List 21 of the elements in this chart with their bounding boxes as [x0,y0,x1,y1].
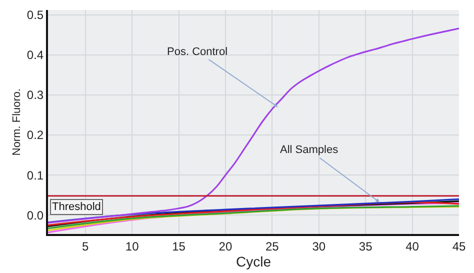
x-tick-label: 45 [452,239,466,254]
x-tick-label: 30 [312,239,326,254]
y-axis-title: Norm. Fluoro. [11,88,24,156]
x-tick-label: 15 [172,239,186,254]
y-tick-label: 0.1 [26,168,44,182]
x-tick-label: 35 [358,239,373,254]
y-tick-label: 0.0 [26,208,44,222]
annotation: Pos. Control [167,46,228,58]
annotation: All Samples [280,144,339,156]
y-tick-label: 0.3 [26,88,44,102]
line-series [48,28,459,224]
y-tick-label: 0.4 [26,48,44,62]
x-tick-label: 40 [406,239,420,254]
y-tick-label: 0.5 [26,8,44,22]
y-tick-label: 0.2 [26,128,44,142]
ref-line-label: Threshold [52,201,101,213]
x-tick-label: 5 [82,239,90,254]
x-tick-label: 20 [218,239,232,254]
x-axis-title: Cycle [236,253,272,270]
x-tick-label: 10 [125,239,140,254]
x-tick-label: 25 [266,239,280,254]
